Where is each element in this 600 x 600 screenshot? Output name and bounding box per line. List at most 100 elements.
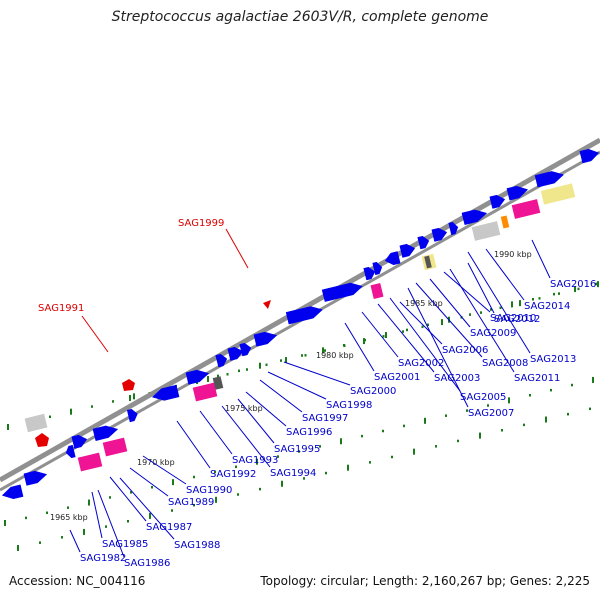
label-link-line xyxy=(119,477,175,540)
label-link-line xyxy=(142,455,187,485)
gene-label: SAG2014 xyxy=(524,301,570,312)
label-link-line xyxy=(283,361,351,386)
cds-arrow xyxy=(227,346,244,361)
cds-arrow xyxy=(92,425,119,442)
label-link-line xyxy=(225,228,249,269)
red-marker xyxy=(122,379,135,391)
cds-arrow xyxy=(363,266,376,281)
gene-label: SAG1994 xyxy=(270,468,316,479)
cds-arrow xyxy=(65,444,76,459)
rna-feature xyxy=(370,283,384,299)
gene-label: SAG2013 xyxy=(530,354,576,365)
label-link-line xyxy=(377,303,435,373)
gene-label: SAG1987 xyxy=(146,522,192,533)
map-title: Streptococcus agalactiae 2603V/R, comple… xyxy=(111,9,489,25)
cds-arrow xyxy=(253,331,278,347)
kbp-label: 1980 kbp xyxy=(316,351,354,360)
label-link-line xyxy=(399,301,443,345)
orange-feature xyxy=(500,215,510,229)
gene-label: SAG1995 xyxy=(274,444,320,455)
label-link-line xyxy=(344,322,375,372)
label-link-line xyxy=(69,529,81,553)
cds-arrow xyxy=(417,235,430,250)
label-link-line xyxy=(407,287,469,408)
label-link-line xyxy=(81,315,109,353)
red-marker xyxy=(35,433,49,447)
rna-feature xyxy=(511,199,541,219)
gene-label: SAG1996 xyxy=(286,427,332,438)
label-link-line xyxy=(221,405,271,468)
khaki-feature xyxy=(540,183,576,205)
cds-arrow xyxy=(431,227,448,242)
gene-label: SAG2009 xyxy=(470,328,516,339)
gene-label: SAG2010 xyxy=(490,313,536,324)
gene-label: SAG1992 xyxy=(210,469,256,480)
gene-label: SAG2005 xyxy=(460,392,506,403)
dark-feature xyxy=(212,376,224,390)
gene-label: SAG2008 xyxy=(482,358,528,369)
gene-label: SAG1993 xyxy=(232,455,278,466)
gene-label: SAG2002 xyxy=(398,358,444,369)
label-link-line xyxy=(176,420,211,469)
label-link-line xyxy=(91,491,103,539)
label-link-line xyxy=(485,248,525,301)
cds-arrow xyxy=(239,342,252,357)
gene-label: SAG1985 xyxy=(102,539,148,550)
gene-label: SAG1991 xyxy=(38,303,84,314)
cds-arrow xyxy=(384,251,401,266)
label-link-line xyxy=(443,271,491,313)
label-link-line xyxy=(531,239,551,279)
cds-arrow xyxy=(448,221,459,236)
pseudogene-feature xyxy=(471,221,501,241)
label-link-line xyxy=(109,476,147,522)
gene-label: SAG1989 xyxy=(168,497,214,508)
label-link-line xyxy=(129,467,169,497)
gene-labels: SAG1982 SAG1985 SAG1986 SAG1987 SAG1988 SAG19… xyxy=(38,218,596,569)
kbp-label: 1990 kbp xyxy=(494,250,532,259)
cds-arrow xyxy=(285,306,324,325)
kbp-labels: 1965 kbp 1970 kbp 1975 kbp 1980 kbp 1985 kbp… xyxy=(50,250,532,522)
cds-arrow xyxy=(151,384,180,401)
pseudogene-feature xyxy=(24,413,48,433)
cds-arrow xyxy=(71,434,88,449)
gene-label: SAG1997 xyxy=(302,413,348,424)
label-link-line xyxy=(467,262,495,314)
gene-label: SAG2016 xyxy=(550,279,596,290)
red-marker xyxy=(263,300,271,309)
gene-label: SAG1982 xyxy=(80,553,126,564)
label-link-line xyxy=(467,251,531,354)
gene-label: SAG1990 xyxy=(186,485,232,496)
gene-label: SAG2011 xyxy=(514,373,560,384)
kbp-label: 1970 kbp xyxy=(137,458,175,467)
label-link-line xyxy=(429,278,471,328)
rna-feature xyxy=(77,452,103,472)
gene-label: SAG2012 xyxy=(494,314,540,325)
kbp-label: 1965 kbp xyxy=(50,513,88,522)
rna-feature xyxy=(192,382,218,402)
gene-label: SAG1998 xyxy=(326,400,372,411)
cds-arrow xyxy=(461,209,488,226)
cds-arrow xyxy=(1,484,24,500)
cds-arrow xyxy=(399,243,416,258)
accession-text: Accession: NC_004116 xyxy=(9,574,146,588)
kbp-label: 1975 kbp xyxy=(225,404,263,413)
label-link-line xyxy=(259,379,303,413)
label-link-line xyxy=(267,371,327,400)
label-link-line xyxy=(237,398,275,444)
cds-arrow xyxy=(489,194,506,209)
gene-features xyxy=(1,148,600,500)
label-link-line xyxy=(389,297,461,392)
cds-arrow xyxy=(185,369,210,385)
gene-label: SAG2001 xyxy=(374,372,420,383)
cds-arrow xyxy=(579,148,600,164)
gene-label: SAG2000 xyxy=(350,386,396,397)
rna-feature xyxy=(102,437,128,457)
cds-arrow xyxy=(534,171,565,188)
gene-label: SAG2003 xyxy=(434,373,480,384)
kbp-label: 1985 kbp xyxy=(405,299,443,308)
label-link-line xyxy=(361,311,399,358)
label-link-line xyxy=(415,282,483,358)
label-link-line xyxy=(199,410,233,455)
label-link-line xyxy=(449,268,515,373)
